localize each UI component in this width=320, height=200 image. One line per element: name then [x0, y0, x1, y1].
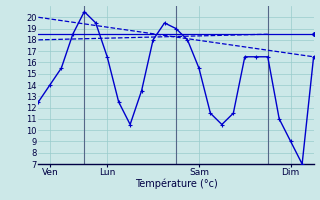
- X-axis label: Température (°c): Température (°c): [135, 179, 217, 189]
